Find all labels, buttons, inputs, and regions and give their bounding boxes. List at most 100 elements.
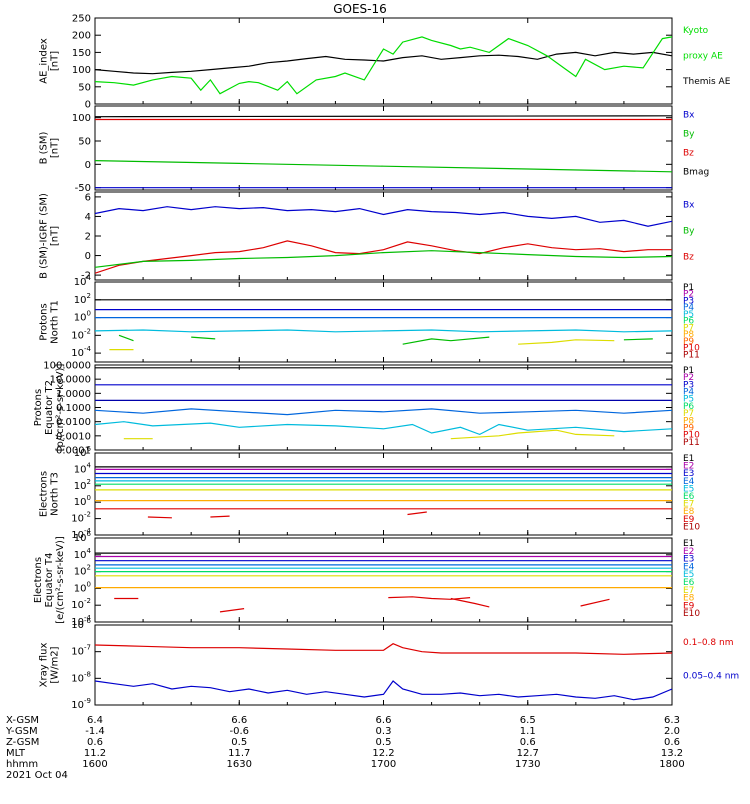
y-tick-label: 0.0100: [56, 417, 91, 428]
ephemeris-row-label: Z-GSM: [6, 737, 39, 748]
legend-entry: E1: [683, 454, 694, 464]
legend-entry: P1: [683, 283, 694, 293]
panel-frame: [94, 364, 673, 451]
legend-entry: E9: [683, 601, 695, 611]
panel-frame: [94, 624, 673, 706]
ephemeris-value: 0.6: [520, 737, 536, 748]
series-p6: [118, 334, 134, 342]
series-p5: [95, 408, 672, 416]
legend-entry: P6: [683, 402, 694, 412]
legend-entry: E9: [683, 515, 695, 525]
y-tick-label: 10-6: [71, 617, 91, 631]
series-group: [95, 299, 672, 351]
legend-entry: Bmag: [683, 168, 709, 178]
legend-entry: Bx: [683, 201, 695, 211]
y-tick-label: 100.0000: [43, 361, 91, 372]
legend-entry: P9: [683, 423, 694, 433]
y-tick-label: 250: [72, 14, 91, 25]
legend-entry: P11: [683, 438, 700, 448]
legend-entry: E10: [683, 522, 700, 532]
y-tick-label: 100: [74, 310, 91, 324]
legend-entry: Themis AE: [682, 77, 731, 87]
y-tick-label: 0: [85, 251, 91, 262]
ephemeris-value: 1800: [659, 759, 684, 770]
series-p6: [95, 421, 672, 436]
legend-entry: By: [683, 130, 695, 140]
y-tick-label: 10-8: [71, 670, 91, 684]
y-tick-label: 2: [85, 232, 91, 243]
panel-frame: [94, 191, 673, 281]
legend-entry: E5: [683, 484, 694, 494]
y-tick-label: -2: [81, 271, 91, 282]
ephemeris-value: 12.7: [517, 748, 539, 759]
series-kyoto-proxy-ae: [95, 36, 672, 95]
y-axis-label: [e/(cm²-s-sr-keV)]: [55, 536, 66, 624]
series-bx: [95, 206, 672, 227]
y-tick-label: 0.0001: [56, 446, 91, 457]
ephemeris-value: 11.7: [228, 748, 250, 759]
legend-entry: E10: [683, 609, 700, 619]
y-tick-label: 102: [74, 564, 91, 578]
y-axis-label: Equator T2: [44, 380, 55, 435]
series-e10c: [407, 511, 427, 516]
y-axis-label: Electrons: [33, 557, 44, 603]
legend-entry: P6: [683, 317, 694, 327]
ephemeris-value: 0.5: [376, 737, 392, 748]
legend-entry: P7: [683, 323, 694, 333]
legend-entry: P1: [683, 366, 694, 376]
ephemeris-row-label: MLT: [6, 748, 26, 759]
y-tick-label: 10-2: [71, 327, 91, 341]
y-tick-label: 104: [74, 274, 92, 288]
y-tick-label: 10-2: [71, 511, 91, 525]
panel-3: -2 0 2 4 6 B (SM)-IGRF (SM) [nT] Bx By Bz: [39, 191, 695, 282]
series-p5: [95, 329, 672, 333]
legend-entry: P10: [683, 344, 700, 354]
y-tick-label: 100: [74, 580, 91, 594]
ephemeris-row-label: Y-GSM: [5, 726, 38, 737]
y-axis-label: Equator T4: [44, 553, 55, 608]
y-tick-label: 50: [78, 137, 91, 148]
y-axis-label: [nT]: [50, 51, 61, 71]
legend-entry: E3: [683, 469, 694, 479]
y-tick-label: 100: [72, 113, 91, 124]
legend-entry: P5: [683, 395, 694, 405]
legend-entry: 0.05–0.4 nm: [683, 671, 739, 681]
legend-entry: E3: [683, 555, 694, 565]
y-axis-label: Electrons: [39, 471, 50, 517]
series-themis-ae: [95, 51, 672, 75]
ephemeris-row-label: X-GSM: [6, 715, 39, 726]
y-tick-label: 0: [85, 160, 91, 171]
series-bz: [95, 240, 672, 274]
legend-entry: P2: [683, 290, 694, 300]
y-tick-label: 10-2: [71, 597, 91, 611]
y-tick-label: 100: [74, 494, 91, 508]
series-group: [95, 552, 672, 613]
y-tick-label: -50: [75, 183, 91, 194]
y-axis-label: [W/m2]: [50, 646, 61, 683]
ephemeris-value: 6.6: [231, 715, 247, 726]
y-tick-label: 0.1000: [56, 403, 91, 414]
date-label: 2021 Oct 04: [6, 770, 68, 781]
series-0-05-0-4-nm: [95, 680, 672, 701]
panel-8: 10-9 10-8 10-7 10-6 Xray flux [W/m2] 0.1–0.8 n…: [39, 617, 740, 711]
legend-entry: E8: [683, 594, 695, 604]
y-axis-label: [nT]: [50, 226, 61, 246]
legend-entry: P4: [683, 303, 694, 313]
y-tick-label: 104: [74, 461, 92, 475]
legend-entry: 0.1–0.8 nm: [683, 638, 733, 648]
plot-title: GOES-16: [333, 2, 387, 16]
series-group: [95, 115, 672, 189]
ephemeris-value: 6.3: [664, 715, 680, 726]
ephemeris-value: 6.4: [87, 715, 103, 726]
y-axis-label: North T3: [50, 472, 61, 516]
y-tick-label: 0.0010: [56, 431, 91, 442]
series-group: [95, 466, 672, 519]
ephemeris-value: 6.6: [376, 715, 392, 726]
ephemeris-value: 6.5: [520, 715, 536, 726]
series-e9e: [580, 598, 610, 607]
y-tick-label: 106: [74, 530, 92, 544]
ephemeris-table: X-GSM 6.4 6.6 6.6 6.5 6.3 Y-GSM -1.4 -0.6 0.3 1.1 2…: [5, 715, 685, 781]
